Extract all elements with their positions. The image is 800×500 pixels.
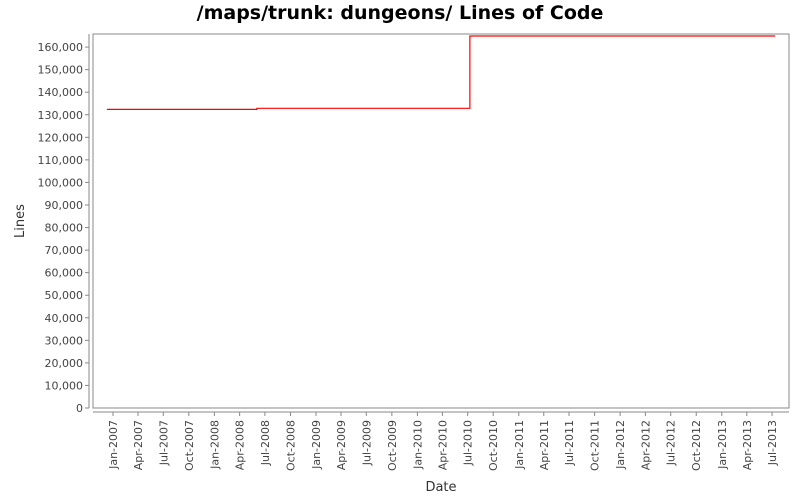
y-axis-label: Lines xyxy=(13,204,28,238)
x-tick-label: Jul-2013 xyxy=(766,420,779,466)
plot-frame xyxy=(92,33,790,409)
x-tick-label: Jul-2007 xyxy=(157,420,170,466)
x-tick-label: Apr-2012 xyxy=(639,420,652,470)
y-tick-label: 120,000 xyxy=(38,131,84,144)
x-tick-label: Jan-2007 xyxy=(107,420,120,470)
y-tick-label: 100,000 xyxy=(38,176,84,189)
x-tick-label: Jul-2010 xyxy=(462,420,475,466)
y-tick-label: 70,000 xyxy=(45,244,84,257)
x-tick-label: Oct-2009 xyxy=(386,420,399,471)
x-axis-label: Date xyxy=(425,480,456,495)
y-tick-label: 90,000 xyxy=(45,199,84,212)
x-tick-label: Apr-2009 xyxy=(335,420,348,470)
x-tick-label: Apr-2010 xyxy=(436,420,449,470)
y-tick-label: 140,000 xyxy=(38,86,84,99)
chart-title: /maps/trunk: dungeons/ Lines of Code xyxy=(196,2,604,24)
y-tick-label: 110,000 xyxy=(38,154,84,167)
y-tick-label: 160,000 xyxy=(38,41,84,54)
y-tick-label: 20,000 xyxy=(45,357,84,370)
x-tick-label: Jan-2010 xyxy=(411,420,424,470)
x-tick-label: Jan-2008 xyxy=(208,420,221,470)
x-tick-label: Apr-2011 xyxy=(538,420,551,470)
x-tick-label: Jul-2012 xyxy=(665,420,678,466)
y-tick-label: 10,000 xyxy=(45,379,84,392)
series-line xyxy=(106,35,776,110)
y-tick-label: 0 xyxy=(76,402,83,415)
x-tick-label: Jan-2012 xyxy=(614,420,627,470)
x-tick-label: Jan-2011 xyxy=(513,420,526,470)
x-tick-label: Apr-2013 xyxy=(741,420,754,470)
y-tick-label: 80,000 xyxy=(45,222,84,235)
x-tick-label: Jul-2009 xyxy=(360,420,373,466)
y-tick-label: 150,000 xyxy=(38,64,84,77)
x-tick-label: Jul-2008 xyxy=(259,420,272,466)
x-tick-label: Oct-2008 xyxy=(284,420,297,471)
x-tick-label: Jul-2011 xyxy=(563,420,576,466)
y-tick-label: 30,000 xyxy=(45,334,84,347)
y-tick-label: 50,000 xyxy=(45,289,84,302)
x-tick-label: Oct-2010 xyxy=(487,420,500,471)
x-tick-label: Apr-2008 xyxy=(234,420,247,470)
x-tick-label: Jan-2009 xyxy=(310,420,323,470)
x-tick-label: Apr-2007 xyxy=(132,420,145,470)
x-tick-label: Jan-2013 xyxy=(716,420,729,470)
x-tick-label: Oct-2007 xyxy=(183,420,196,471)
y-tick-label: 130,000 xyxy=(38,109,84,122)
y-tick-label: 40,000 xyxy=(45,312,84,325)
y-tick-label: 60,000 xyxy=(45,267,84,280)
x-tick-label: Oct-2012 xyxy=(690,420,703,471)
x-tick-label: Oct-2011 xyxy=(589,420,602,471)
